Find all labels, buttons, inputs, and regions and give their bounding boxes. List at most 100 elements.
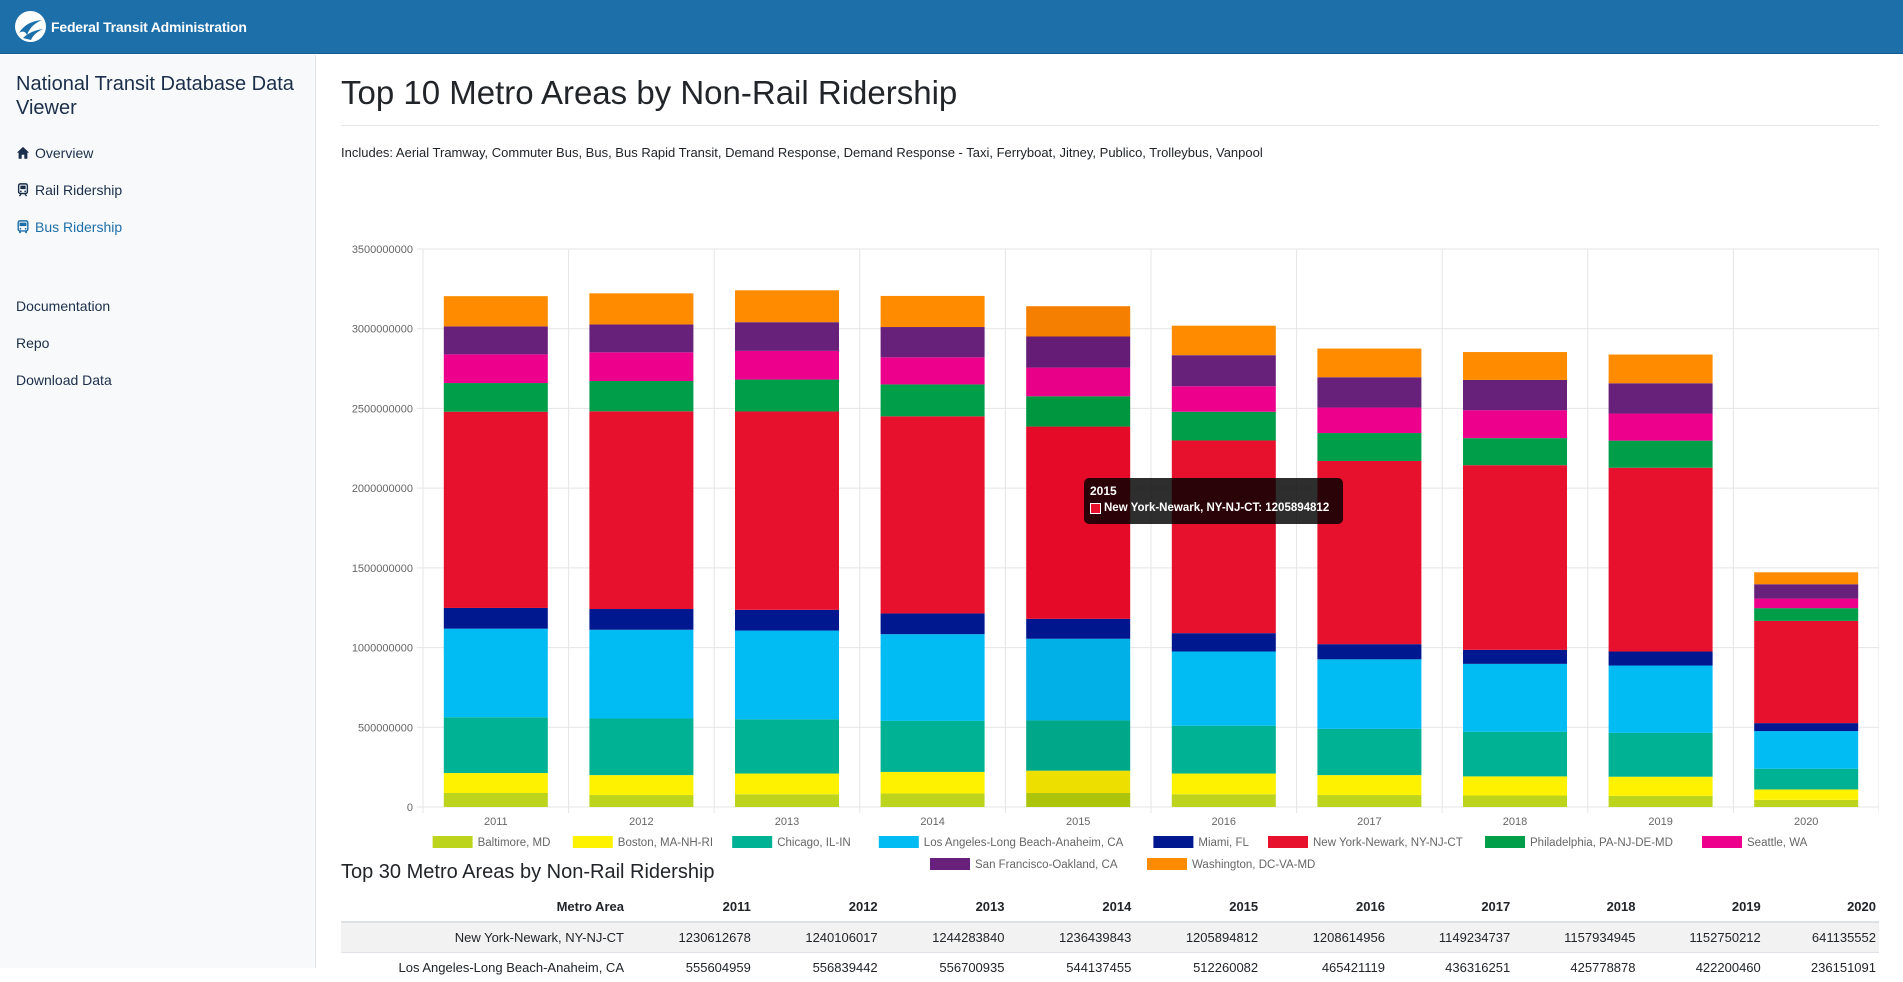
- column-header-year: 2014: [1007, 891, 1135, 923]
- bar-segment: [735, 350, 839, 380]
- table-row: New York-Newark, NY-NJ-CT 1230612678 12401…: [341, 921, 1879, 952]
- link-documentation-label: Documentation: [16, 298, 111, 314]
- bar-segment: [443, 628, 548, 718]
- bar-segment: [1317, 348, 1422, 378]
- legend-label: Seattle, WA: [1747, 837, 1808, 849]
- bar-segment: [880, 613, 985, 635]
- bar-segment: [735, 379, 839, 412]
- bar-segment: [589, 411, 694, 610]
- x-tick-label: 2018: [1503, 816, 1527, 828]
- bar-segment: [1608, 354, 1713, 384]
- bar-segment: [443, 354, 548, 384]
- bar-segment: [1171, 386, 1276, 412]
- legend-swatch: [1147, 858, 1187, 870]
- bar-segment: [1463, 776, 1567, 796]
- ridership-cell: 1157934945: [1513, 921, 1639, 952]
- ridership-cell: 512260082: [1134, 951, 1262, 982]
- bar-segment: [589, 352, 694, 382]
- top-header: Federal Transit Administration: [0, 0, 1903, 54]
- x-tick-label: 2016: [1212, 816, 1236, 828]
- home-icon: [16, 146, 30, 159]
- y-tick-label: 3500000000: [352, 244, 413, 256]
- x-tick-label: 2013: [775, 816, 799, 828]
- bar-segment: [1171, 325, 1276, 356]
- column-header-year: 2018: [1513, 891, 1639, 923]
- bar-segment: [735, 609, 839, 631]
- bar-segment: [880, 793, 985, 807]
- ridership-cell: 236151091: [1763, 951, 1879, 982]
- legend-label: New York-Newark, NY-NJ-CT: [1313, 837, 1463, 849]
- bar-segment: [1026, 367, 1131, 397]
- bar-segment: [1754, 789, 1859, 800]
- bar-segment: [443, 717, 548, 774]
- table-body: New York-Newark, NY-NJ-CT 1230612678 12401…: [341, 921, 1879, 982]
- legend-label: Washington, DC-VA-MD: [1192, 859, 1315, 871]
- fta-logo[interactable]: Federal Transit Administration: [15, 11, 247, 42]
- brand-name: Federal Transit Administration: [51, 18, 247, 35]
- bar-segment: [589, 609, 694, 630]
- bar-segment: [1171, 725, 1276, 774]
- legend-swatch: [1702, 836, 1742, 848]
- y-tick-label: 2000000000: [352, 483, 413, 495]
- nav-rail-ridership[interactable]: Rail Ridership: [16, 182, 122, 198]
- bar-segment: [1608, 776, 1713, 796]
- legend-label: Miami, FL: [1198, 837, 1249, 849]
- ridership-cell: 544137455: [1007, 951, 1135, 982]
- bar-segment: [1754, 799, 1859, 807]
- bar-segment: [1026, 396, 1131, 427]
- nav-bus-ridership[interactable]: Bus Ridership: [16, 219, 122, 235]
- column-header-year: 2012: [753, 891, 881, 923]
- bar-segment: [1171, 440, 1276, 634]
- table-header-row: Metro Area 2011 2012 2013 2014 2015 2016 2017 20…: [341, 891, 1879, 923]
- bar-segment: [880, 771, 985, 794]
- stacked-bar-chart[interactable]: 0 500000000 1000000000 1500000000 2000000000…: [341, 183, 1880, 893]
- bar-segment: [735, 290, 839, 323]
- bar-segment: [1026, 306, 1131, 337]
- column-header-year: 2020: [1763, 891, 1879, 923]
- bar-segment: [735, 630, 839, 720]
- tooltip-label: New York-Newark, NY-NJ-CT: 1205894812: [1104, 502, 1330, 514]
- ridership-cell: 1236439843: [1007, 921, 1135, 952]
- bar-segment: [443, 326, 548, 355]
- ridership-cell: 1240106017: [753, 921, 881, 952]
- bar-segment: [1754, 608, 1859, 621]
- bar-segment: [880, 416, 985, 614]
- bar-segment: [735, 322, 839, 351]
- legend-swatch: [732, 836, 773, 848]
- link-download-label: Download Data: [16, 372, 112, 388]
- chart-canvas[interactable]: 0 500000000 1000000000 1500000000 2000000000…: [341, 183, 1880, 893]
- tooltip-swatch: [1090, 502, 1101, 514]
- bar-segment: [735, 794, 839, 807]
- bar-segment: [880, 384, 985, 417]
- chart-tooltip: 2015 New York-Newark, NY-NJ-CT: 12058948…: [1084, 478, 1343, 524]
- bar-segment: [1754, 584, 1859, 599]
- bar-segment: [1026, 720, 1131, 771]
- column-header-year: 2017: [1387, 891, 1514, 923]
- bar-segment: [1317, 775, 1422, 796]
- y-tick-label: 3000000000: [352, 324, 413, 336]
- link-download-data[interactable]: Download Data: [16, 372, 112, 388]
- ridership-cell: 555604959: [627, 951, 754, 982]
- bar-segment: [1463, 649, 1567, 664]
- link-repo-label: Repo: [16, 335, 50, 351]
- bar-segment: [1317, 728, 1422, 776]
- bar-segment: [1608, 651, 1713, 666]
- modes-included-text: Includes: Aerial Tramway, Commuter Bus, …: [341, 145, 1263, 160]
- legend-swatch: [1153, 836, 1194, 848]
- column-header-year: 2019: [1638, 891, 1764, 923]
- nav-overview[interactable]: Overview: [16, 145, 93, 161]
- bar-segment: [1463, 410, 1567, 439]
- bar-segment: [589, 381, 694, 412]
- bar-segment: [443, 792, 548, 807]
- bar-segment: [1608, 732, 1713, 777]
- link-documentation[interactable]: Documentation: [16, 298, 110, 314]
- bar-segment: [880, 327, 985, 358]
- link-repo[interactable]: Repo: [16, 335, 49, 351]
- x-tick-label: 2019: [1648, 816, 1672, 828]
- bar-segment: [443, 296, 548, 327]
- ridership-cell: 641135552: [1763, 921, 1879, 952]
- legend-label: Los Angeles-Long Beach-Anaheim, CA: [924, 837, 1124, 849]
- ridership-cell: 465421119: [1261, 951, 1388, 982]
- table-title: Top 30 Metro Areas by Non-Rail Ridership: [341, 861, 715, 883]
- sidebar: National Transit Database Data Viewer Ov…: [0, 55, 316, 968]
